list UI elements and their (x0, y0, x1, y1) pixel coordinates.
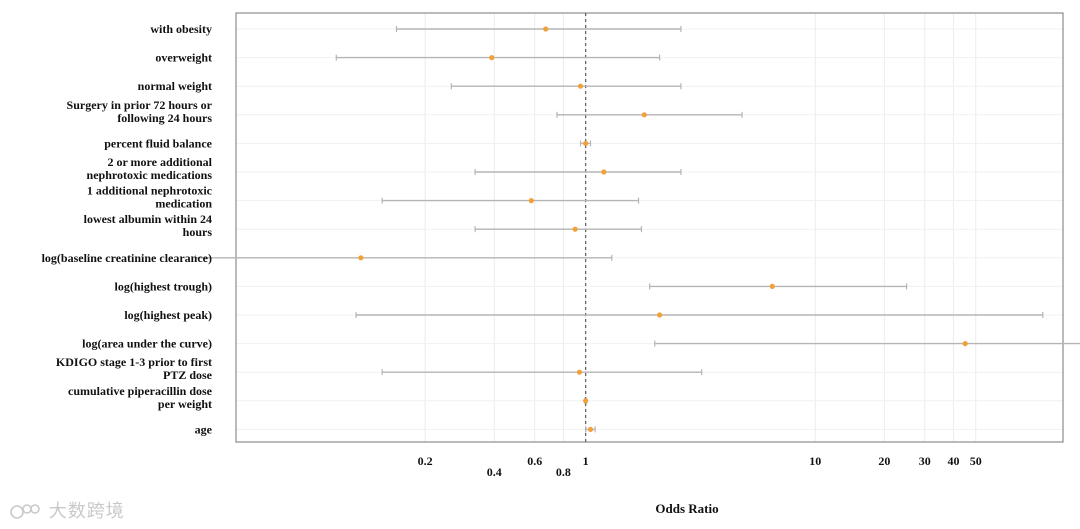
confidence-intervals (194, 26, 1080, 433)
plot-frame (235, 12, 1064, 443)
x-tick-label: 0.8 (556, 465, 571, 479)
x-tick-label: 30 (919, 454, 931, 468)
x-tick-label: 50 (970, 454, 982, 468)
row-label: age (195, 422, 213, 436)
row-label: medication (155, 197, 212, 211)
x-tick-label: 10 (809, 454, 821, 468)
x-tick-label: 0.2 (418, 454, 433, 468)
row-label: 1 additional nephrotoxic (87, 184, 213, 198)
row-label: log(highest trough) (115, 279, 212, 293)
odds-ratio-point (769, 283, 775, 289)
row-label: log(highest peak) (124, 308, 212, 322)
row-label: following 24 hours (117, 111, 212, 125)
ci-whisker (194, 254, 613, 261)
row-label: hours (183, 225, 213, 239)
odds-ratio-point (528, 198, 534, 204)
watermark-text: 大数跨境 (48, 501, 125, 522)
row-label: normal weight (138, 79, 212, 93)
watermark: 大数跨境 (8, 497, 125, 523)
row-label: KDIGO stage 1-3 prior to first (56, 355, 212, 369)
x-axis-tick-labels: 0.2 0.4 0.6 0.8 1 10 20 30 40 50 (418, 454, 982, 479)
odds-ratio-point (962, 341, 968, 347)
grid-lines (236, 13, 1063, 442)
odds-ratio-point (358, 255, 364, 261)
odds-ratio-point (489, 55, 495, 61)
ci-whisker (474, 226, 643, 233)
odds-ratio-point (576, 369, 583, 375)
x-tick-label: 20 (878, 454, 890, 468)
ci-whisker (395, 26, 682, 32)
ci-whisker (381, 369, 703, 376)
odds-ratio-point (641, 112, 647, 118)
odds-ratio-point (601, 169, 607, 175)
x-tick-label: 0.4 (487, 465, 502, 479)
row-label: cumulative piperacillin dose (68, 384, 213, 398)
row-label: nephrotoxic medications (87, 168, 213, 182)
odds-ratio-point (587, 426, 594, 432)
row-label: log(area under the curve) (82, 337, 212, 351)
row-label: per weight (158, 397, 212, 411)
y-axis-labels: with obesity overweight normal weight Surge… (42, 22, 213, 436)
odds-ratio-point (543, 26, 549, 32)
ci-whisker (355, 312, 1044, 318)
row-label: Surgery in prior 72 hours or (67, 98, 213, 112)
odds-ratio-point (583, 140, 589, 146)
ci-whisker (556, 111, 743, 118)
row-label: overweight (155, 51, 212, 65)
row-label: 2 or more additional (107, 155, 212, 169)
row-label: with obesity (150, 22, 212, 36)
row-label: percent fluid balance (104, 136, 212, 150)
x-tick-label: 0.6 (527, 454, 542, 468)
ci-whisker (654, 340, 1080, 347)
watermark-logo-icon (10, 504, 40, 519)
odds-ratio-points (358, 26, 968, 432)
ci-whisker (450, 83, 682, 90)
row-label: log(baseline creatinine clearance) (42, 251, 212, 265)
row-label: lowest albumin within 24 (84, 212, 212, 226)
x-tick-label: 40 (947, 454, 959, 468)
odds-ratio-point (657, 312, 663, 318)
ci-whisker (474, 169, 682, 175)
odds-ratio-point (577, 83, 584, 89)
row-label: PTZ dose (163, 368, 213, 382)
x-tick-label: 1 (583, 454, 589, 468)
ci-whisker (649, 283, 908, 290)
odds-ratio-point (583, 398, 589, 404)
ci-whisker (335, 54, 661, 61)
x-axis-label: Odds Ratio (655, 501, 718, 516)
ci-whisker (381, 197, 640, 204)
odds-ratio-point (572, 226, 578, 232)
